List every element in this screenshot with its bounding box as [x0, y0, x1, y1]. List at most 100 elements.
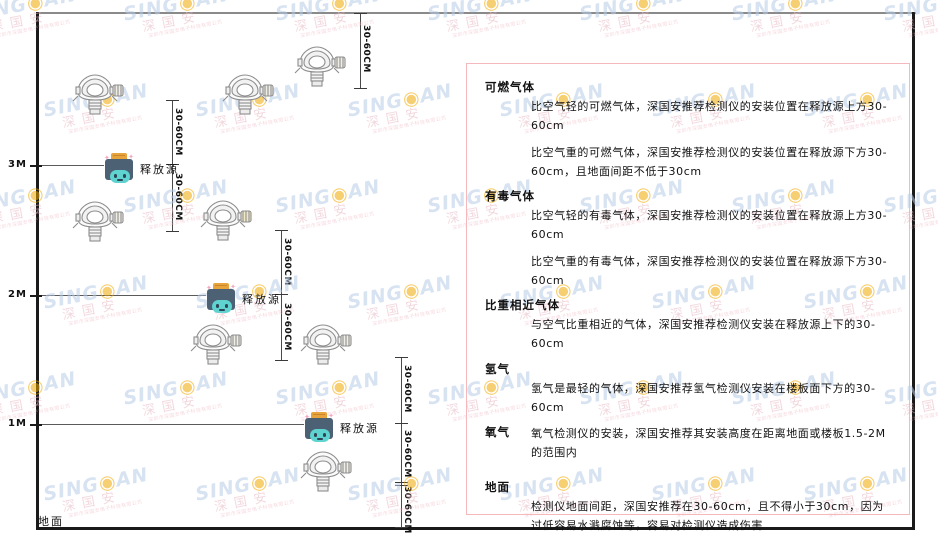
dimension-cap-bottom — [166, 164, 179, 165]
level-line-2m — [39, 295, 206, 296]
ground-label: 地面 — [38, 515, 64, 528]
watermark-brand-cn: 深国安 — [0, 9, 51, 36]
watermark-brand: SING◉AN — [0, 367, 79, 410]
source-cap — [111, 153, 127, 160]
section-toxic-gas: 有毒气体 比空气轻的有毒气体，深国安推荐检测仪的安装位置在释放源上方30-60c… — [485, 188, 895, 290]
release-source-3m: ✦ ✦ ✦ 释放源 — [104, 152, 177, 183]
source-eye-left — [314, 433, 317, 437]
dimension-cap-bottom — [275, 360, 288, 361]
dimension-line — [281, 230, 282, 295]
gas-detector-icon — [296, 447, 354, 499]
dimension-cap-bottom — [395, 423, 408, 424]
spark-icon: ✦ — [304, 413, 310, 421]
source-mouth — [117, 179, 123, 181]
watermark-brand: SING◉AN — [41, 271, 151, 314]
section-paragraph: 与空气比重相近的气体，深国安推荐检测仪安装在释放源上下的30-60cm — [531, 318, 876, 351]
watermark-brand-cn: 深国安 — [61, 489, 123, 516]
section-paragraph: 比空气重的有毒气体，深国安推荐检测仪的安装位置在释放源下方30-60cm — [531, 254, 888, 287]
dimension-label: 30-60CM — [173, 173, 183, 221]
dimension-line — [172, 165, 173, 232]
axis-label-2m: 2M — [8, 289, 27, 300]
section-similar-density-gas: 比重相近气体 与空气比重相近的气体，深国安推荐检测仪安装在释放源上下的30-60… — [485, 297, 895, 354]
watermark-company: 深圳市深国安电子科技有限公司 — [451, 19, 528, 40]
dimension-cap-bottom — [395, 482, 408, 483]
watermark-company: 深圳市深国安电子科技有限公司 — [755, 19, 832, 40]
level-line-3m — [39, 165, 104, 166]
watermark-brand-cn: 深国安 — [213, 489, 275, 516]
watermark-company: 深圳市深国安电子科技有限公司 — [0, 19, 72, 40]
watermark-company: 深圳市深国安电子科技有限公司 — [0, 114, 2, 136]
dimension-label: 30-60CM — [402, 486, 412, 534]
dimension-cap-top — [354, 13, 367, 14]
watermark-dot-icon: ◉ — [96, 469, 119, 495]
axis-label-3m: 3M — [8, 159, 27, 170]
dimension-label: 30-60CM — [282, 303, 292, 351]
dimension-label: 30-60CM — [282, 238, 292, 286]
section-ground: 地面 检测仪地面间距，深国安推荐在30-60cm，且不得小于30cm，因为过低容… — [485, 479, 895, 536]
detector-svg — [72, 201, 124, 242]
dimension-label: 30-60CM — [402, 365, 412, 413]
section-title: 地面 — [485, 479, 510, 494]
detector-svg — [294, 46, 346, 87]
watermark-brand: SING◉AN — [121, 367, 231, 410]
detector-svg — [300, 324, 352, 365]
axis-tick-3m — [30, 165, 42, 167]
detector-svg — [222, 74, 274, 115]
watermark-dot-icon: ◉ — [96, 277, 119, 303]
watermark-brand-cn: 深国安 — [0, 100, 1, 131]
dimension-cap-bottom2 — [395, 485, 408, 486]
watermark-brand-cn: 深国安 — [0, 292, 1, 323]
section-hydrogen: 氢气 氢气是最轻的气体，深国安推荐氢气检测仪安装在楼板面下方的30-60cm — [485, 361, 895, 418]
watermark-brand: SING◉AN — [193, 463, 303, 506]
watermark-brand: SING◉AN — [273, 175, 383, 218]
source-body — [105, 159, 133, 183]
source-eye-left — [114, 174, 117, 178]
dimension-cap-top — [395, 357, 408, 358]
watermark-brand-cn: 深国安 — [293, 201, 355, 228]
release-source-2m: ✦ ✦ ✦ 释放源 — [206, 282, 279, 313]
ground-base-line — [36, 527, 915, 530]
dimension-label: 30-60CM — [402, 430, 412, 478]
watermark-dot-icon: ◉ — [176, 373, 199, 399]
detector-svg — [190, 324, 242, 365]
section-body: 氢气是最轻的气体，深国安推荐氢气检测仪安装在楼板面下方的30-60cm — [531, 379, 895, 418]
release-source-label: 释放源 — [340, 422, 379, 435]
source-eye-right — [225, 304, 228, 308]
gas-detector-icon — [196, 196, 254, 248]
top-border-line — [36, 12, 916, 14]
source-body — [207, 289, 235, 313]
section-oxygen: 氧气 氧气检测仪的安装，深国安推荐其安装高度在距离地面或楼板1.5-2M的范围内 — [485, 424, 895, 463]
spark-icon: ✦ — [128, 153, 134, 161]
dimension-line — [401, 357, 402, 424]
watermark-company: 深圳市深国安电子科技有限公司 — [371, 115, 448, 136]
watermark-brand-cn: 深国安 — [365, 297, 427, 324]
installation-guidelines-panel: 可燃气体 比空气轻的可燃气体，深国安推荐检测仪的安装位置在释放源上方30-60c… — [466, 63, 910, 532]
gas-detector-icon — [186, 320, 244, 372]
section-title: 有毒气体 — [485, 189, 535, 203]
right-border-line — [912, 12, 915, 530]
dimension-label: 30-60CM — [361, 25, 371, 73]
watermark-dot-icon: ◉ — [248, 469, 271, 495]
watermark-company: 深圳市深国安电子科技有限公司 — [0, 498, 2, 520]
source-face — [212, 300, 232, 313]
watermark-company: 深圳市深国安电子科技有限公司 — [371, 499, 448, 520]
axis-tick-1m — [30, 424, 42, 426]
detector-svg — [72, 74, 124, 115]
section-body: 比空气轻的可燃气体，深国安推荐检测仪的安装位置在释放源上方30-60cm 比空气… — [531, 97, 895, 181]
section-paragraph: 比空气轻的有毒气体，深国安推荐检测仪的安装位置在释放源上方30-60cm — [531, 209, 888, 242]
section-paragraph: 比空气轻的可燃气体，深国安推荐检测仪的安装位置在释放源上方30-60cm — [531, 100, 888, 133]
section-body: 检测仪地面间距，深国安推荐在30-60cm，且不得小于30cm，因为过低容易水溅… — [531, 497, 895, 536]
watermark-brand-cn: 深国安 — [141, 393, 203, 420]
gas-detector-icon — [296, 320, 354, 372]
release-source-label: 释放源 — [242, 293, 281, 306]
